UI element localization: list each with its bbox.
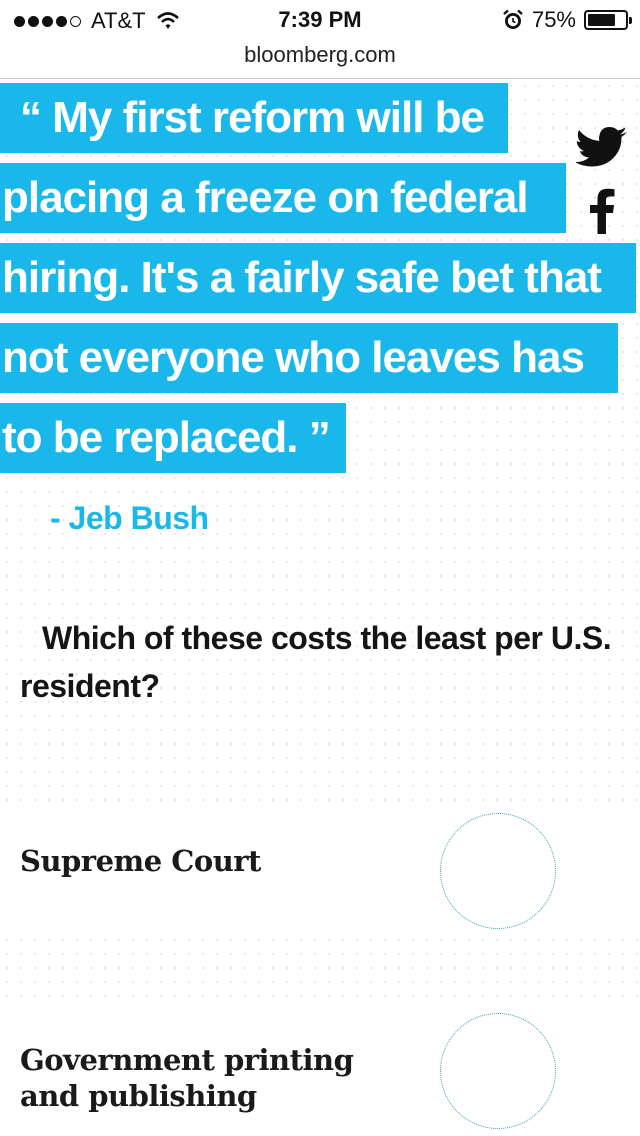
option-radio-circle[interactable] [440,813,556,929]
status-left: AT&T [14,8,180,34]
quote-line: not everyone who leaves has [0,323,618,393]
battery-level-fill [588,14,615,26]
facebook-icon[interactable] [588,188,616,234]
wifi-icon [156,12,179,29]
battery-tip [629,17,632,24]
answer-option-government-printing[interactable]: Government printing and publishing [0,1006,640,1136]
option-label-line: and publishing [20,1079,257,1113]
url-domain: bloomberg.com [244,42,396,67]
question-text: Which of these costs the least per U.S. … [20,614,620,710]
quote-line: hiring. It's a fairly safe bet that [0,243,636,313]
option-radio-circle[interactable] [440,1013,556,1129]
alarm-clock-icon [503,9,523,29]
address-bar[interactable]: bloomberg.com [0,40,640,78]
page-content [0,79,640,1136]
carrier-name: AT&T [91,8,146,33]
signal-dot [14,15,25,27]
answer-option-supreme-court[interactable]: Supreme Court [0,806,640,936]
signal-dot [42,15,53,27]
option-label-line: Government printing [20,1043,354,1077]
status-time: 7:39 PM [278,7,362,32]
address-bar-divider [0,78,640,79]
signal-strength-icon [14,15,81,27]
question-label: Which of these costs the least per U.S. … [20,620,612,704]
quote-author: - Jeb Bush [50,500,209,536]
signal-dot [56,15,67,27]
battery-icon [584,10,632,30]
option-label: Supreme Court [20,843,261,879]
status-bar: AT&T 7:39 PM 75% [0,0,640,40]
battery-percent: 75% [531,7,576,32]
twitter-icon[interactable] [576,126,628,172]
signal-dot [70,15,81,27]
option-label: Government printing and publishing [20,1042,354,1114]
signal-dot [28,15,39,27]
quote-line: placing a freeze on federal [0,163,566,233]
option-label-line: Supreme Court [20,844,261,878]
quote-line: “ My first reform will be [0,83,508,153]
status-right: 75% [502,7,632,33]
quote-line: to be replaced. ” [0,403,346,473]
